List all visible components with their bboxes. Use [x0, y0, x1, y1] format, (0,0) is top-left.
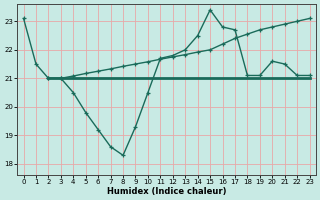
X-axis label: Humidex (Indice chaleur): Humidex (Indice chaleur) [107, 187, 226, 196]
